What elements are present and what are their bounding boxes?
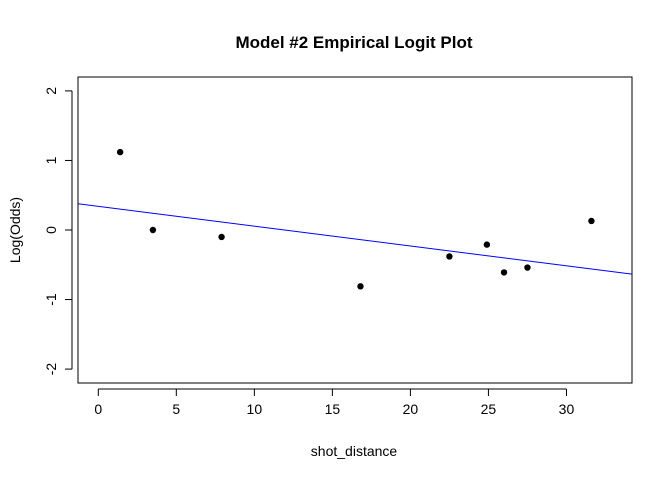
- y-axis: -2 -1 0 1 2: [43, 87, 73, 376]
- chart-title: Model #2 Empirical Logit Plot: [235, 33, 472, 52]
- data-point: [524, 264, 531, 271]
- x-tick-label: 10: [247, 401, 263, 417]
- x-axis-label: shot_distance: [311, 443, 398, 459]
- plot-frame: [77, 76, 633, 384]
- data-point: [116, 148, 124, 156]
- y-tick-label: 0: [43, 226, 59, 234]
- data-point: [218, 233, 225, 241]
- x-tick-label: 25: [481, 401, 497, 417]
- data-point: [588, 217, 595, 225]
- x-tick-label: 20: [403, 401, 419, 417]
- data-point: [357, 283, 364, 290]
- x-tick-label: 0: [94, 401, 102, 417]
- data-point: [483, 241, 491, 248]
- x-tick-label: 30: [559, 401, 575, 417]
- x-tick-label: 5: [172, 401, 180, 417]
- x-axis: 0 5 10 15 20 25 30: [94, 388, 575, 417]
- y-tick-label: -2: [43, 363, 59, 376]
- data-point: [149, 226, 157, 234]
- y-tick-label: 1: [43, 156, 59, 164]
- data-point: [500, 269, 508, 276]
- y-axis-label: Log(Odds): [7, 197, 23, 263]
- y-tick-label: 2: [43, 87, 59, 95]
- x-tick-label: 15: [325, 401, 341, 417]
- y-tick-label: -1: [43, 293, 59, 306]
- data-points: [116, 148, 595, 290]
- fit-line: [78, 203, 632, 275]
- data-point: [446, 253, 453, 260]
